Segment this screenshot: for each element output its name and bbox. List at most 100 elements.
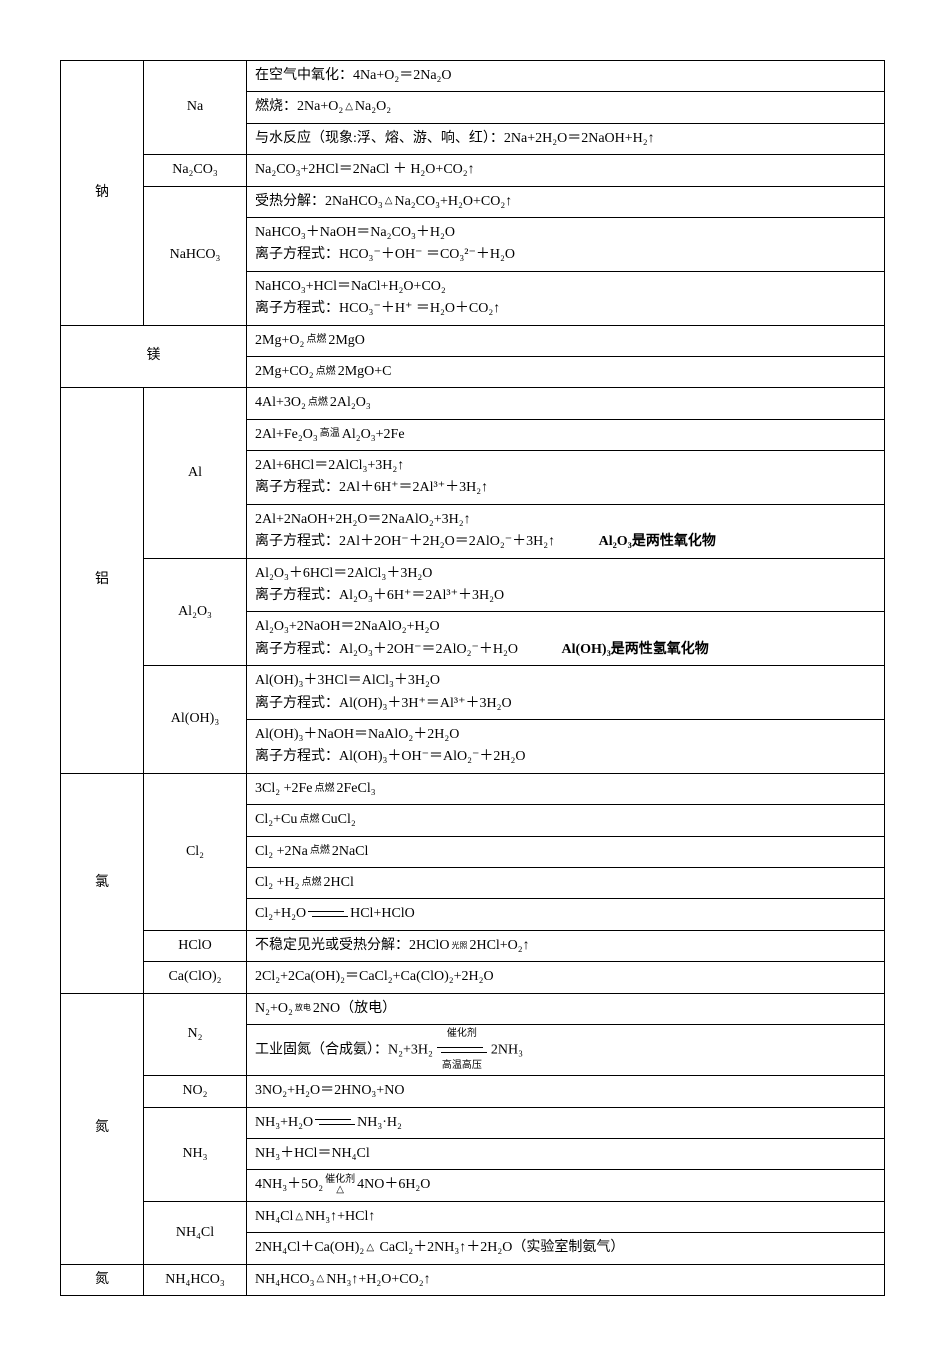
reaction-eq: Cl₂ +H₂ xyxy=(255,875,300,890)
condition-arrow-icon: 放电 xyxy=(295,1004,311,1012)
table-row: 氮 N₂ N₂+O₂放电2NO（放电） xyxy=(61,993,885,1024)
reaction-eq: NH₃↑+H₂O+CO₂↑ xyxy=(326,1272,430,1287)
reaction-eq: Al(OH)₃＋3HCl＝AlCl₃＋3H₂O xyxy=(255,673,440,688)
condition-arrow-icon: 点燃 xyxy=(306,335,326,345)
element-cell-al: 铝 xyxy=(61,388,144,773)
table-row: Na₂CO₃ Na₂CO₃+2HCl＝2NaCl ＋ H₂O+CO₂↑ xyxy=(61,155,885,186)
reaction-eq: 2Al＋6H⁺＝2Al³⁺＋3H₂↑ xyxy=(339,480,488,495)
reaction-eq: NH₃·H₂ xyxy=(357,1115,402,1130)
reaction-cell: 4Al+3O₂点燃2Al₂O₃ xyxy=(247,388,885,419)
reaction-eq: 2Na+2H₂O＝2NaOH+H₂↑ xyxy=(504,131,655,146)
reaction-cell: 2Al+2NaOH+2H₂O＝2NaAlO₂+3H₂↑ 离子方程式：2Al＋2O… xyxy=(247,504,885,558)
reaction-cell: 3Cl₂ +2Fe点燃2FeCl₃ xyxy=(247,773,885,804)
condition-arrow-icon: 点燃 xyxy=(310,846,330,856)
reaction-text: 燃烧： xyxy=(255,99,297,114)
reaction-cell: 在空气中氧化：4Na+O₂＝2Na₂O xyxy=(247,61,885,92)
reaction-eq: 3Cl₂ +2Fe xyxy=(255,781,313,796)
reaction-eq: Al₂O₃＋6HCl＝2AlCl₃＋3H₂O xyxy=(255,566,432,581)
table-row: NH₃ NH₃+H₂ONH₃·H₂ xyxy=(61,1107,885,1138)
compound-cell-cl2: Cl₂ xyxy=(144,773,247,930)
table-row: Al(OH)₃ Al(OH)₃＋3HCl＝AlCl₃＋3H₂O 离子方程式：Al… xyxy=(61,666,885,720)
reaction-eq: HCl+HClO xyxy=(350,906,415,921)
compound-cell-aloh3: Al(OH)₃ xyxy=(144,666,247,774)
compound-cell-nh3: NH₃ xyxy=(144,1107,247,1201)
reaction-cell: 2Mg+O₂点燃2MgO xyxy=(247,325,885,356)
condition-arrow-icon: 点燃 xyxy=(315,784,335,794)
table-row: 钠 Na 在空气中氧化：4Na+O₂＝2Na₂O xyxy=(61,61,885,92)
reaction-cell: Cl₂+Cu点燃CuCl₂ xyxy=(247,805,885,836)
table-row: 镁 2Mg+O₂点燃2MgO xyxy=(61,325,885,356)
reaction-eq: NH₄Cl xyxy=(255,1209,293,1224)
reaction-cell: 2Al+6HCl＝2AlCl₃+3H₂↑ 离子方程式：2Al＋6H⁺＝2Al³⁺… xyxy=(247,451,885,505)
reaction-cell: NH₃+H₂O NH₃·H₂ xyxy=(247,1107,885,1138)
condition-arrow-icon: 催化剂△ xyxy=(325,1175,355,1195)
reaction-eq: 2Al＋2OH⁻＋2H₂O＝2AlO₂⁻＋3H₂↑ xyxy=(339,534,555,549)
table-row: 氮 NH₄HCO₃ NH₄HCO₃△NH₃↑+H₂O+CO₂↑ xyxy=(61,1264,885,1295)
reaction-cell: 受热分解：2NaHCO₃△Na₂CO₃+H₂O+CO₂↑ xyxy=(247,186,885,217)
condition-arrow-icon: 催化剂高温高压 xyxy=(435,1029,489,1071)
note-text: Al(OH)₃是两性氢氧化物 xyxy=(561,639,708,661)
reaction-eq: NaHCO₃＋NaOH＝Na₂CO₃＋H₂O xyxy=(255,225,455,240)
reaction-eq: 4Al+3O₂ xyxy=(255,395,306,410)
reaction-cell: 2Mg+CO₂点燃2MgO+C xyxy=(247,356,885,387)
element-cell-n: 氮 xyxy=(61,993,144,1264)
element-cell-cl: 氯 xyxy=(61,773,144,993)
reaction-text: 离子方程式： xyxy=(255,749,339,764)
reaction-cell: Al₂O₃+2NaOH＝2NaAlO₂+H₂O 离子方程式：Al₂O₃＋2OH⁻… xyxy=(247,612,885,666)
reaction-eq: N₂+3H₂ xyxy=(388,1042,433,1057)
reaction-eq: 2Al+2NaOH+2H₂O＝2NaAlO₂+3H₂↑ xyxy=(255,512,471,527)
reaction-cell: 3NO₂+H₂O＝2HNO₃+NO xyxy=(247,1076,885,1107)
table-row: NH₄Cl NH₄Cl△NH₃↑+HCl↑ xyxy=(61,1201,885,1232)
compound-cell-nahco3: NaHCO₃ xyxy=(144,186,247,325)
element-cell-na: 钠 xyxy=(61,61,144,326)
compound-cell-na2co3: Na₂CO₃ xyxy=(144,155,247,186)
reaction-cell: Al(OH)₃＋3HCl＝AlCl₃＋3H₂O 离子方程式：Al(OH)₃＋3H… xyxy=(247,666,885,720)
table-row: Al₂O₃ Al₂O₃＋6HCl＝2AlCl₃＋3H₂O 离子方程式：Al₂O₃… xyxy=(61,558,885,612)
reaction-cell: NaHCO₃＋NaOH＝Na₂CO₃＋H₂O 离子方程式：HCO₃⁻＋OH⁻ ＝… xyxy=(247,217,885,271)
reaction-cell: 4NH₃＋5O₂催化剂△4NO＋6H₂O xyxy=(247,1170,885,1201)
reaction-text: 离子方程式： xyxy=(255,301,339,316)
reaction-text: 离子方程式： xyxy=(255,247,339,262)
reaction-cell: NaHCO₃+HCl＝NaCl+H₂O+CO₂ 离子方程式：HCO₃⁻＋H⁺ ＝… xyxy=(247,271,885,325)
reaction-eq: NaHCO₃+HCl＝NaCl+H₂O+CO₂ xyxy=(255,279,446,294)
condition-arrow-icon: △ xyxy=(366,1243,374,1253)
reaction-eq: 2FeCl₃ xyxy=(337,781,376,796)
reversible-arrow-icon xyxy=(315,1116,355,1128)
reaction-cell: 不稳定见光或受热分解：2HClO光照2HCl+O₂↑ xyxy=(247,930,885,961)
reaction-cell: Al₂O₃＋6HCl＝2AlCl₃＋3H₂O 离子方程式：Al₂O₃＋6H⁺＝2… xyxy=(247,558,885,612)
reaction-eq: N₂+O₂ xyxy=(255,1001,293,1016)
reaction-eq: Al₂O₃+2Fe xyxy=(342,427,405,442)
table-row: HClO 不稳定见光或受热分解：2HClO光照2HCl+O₂↑ xyxy=(61,930,885,961)
reaction-eq: HCO₃⁻＋OH⁻ ＝CO₃²⁻＋H₂O xyxy=(339,247,515,262)
reaction-eq: HCO₃⁻＋H⁺ ＝H₂O＋CO₂↑ xyxy=(339,301,500,316)
reaction-cell: Cl₂+H₂OHCl+HClO xyxy=(247,899,885,930)
reaction-cell: 2NH₄Cl＋Ca(OH)₂△ CaCl₂＋2NH₃↑＋2H₂O（实验室制氨气） xyxy=(247,1233,885,1264)
compound-cell-nh4cl: NH₄Cl xyxy=(144,1201,247,1264)
reaction-eq: NH₃＋HCl＝NH₄Cl xyxy=(255,1146,370,1161)
reaction-eq: NH₃+H₂O xyxy=(255,1115,313,1130)
reaction-eq: 2NH₄Cl＋Ca(OH)₂ xyxy=(255,1240,364,1255)
reaction-eq: 2HCl+O₂↑ xyxy=(469,938,529,953)
reaction-eq: 2Na+O₂ xyxy=(297,99,343,114)
reaction-text: 工业固氮（合成氨）： xyxy=(255,1042,388,1057)
reaction-eq: 2NaCl xyxy=(332,844,369,859)
reaction-cell: NH₄HCO₃△NH₃↑+H₂O+CO₂↑ xyxy=(247,1264,885,1295)
reaction-eq: 3NO₂+H₂O＝2HNO₃+NO xyxy=(255,1083,404,1098)
reaction-cell: Na₂CO₃+2HCl＝2NaCl ＋ H₂O+CO₂↑ xyxy=(247,155,885,186)
reaction-eq: 2Al+6HCl＝2AlCl₃+3H₂↑ xyxy=(255,458,404,473)
reaction-eq: 2HCl xyxy=(324,875,354,890)
reaction-text: 离子方程式： xyxy=(255,480,339,495)
reaction-cell: NH₃＋HCl＝NH₄Cl xyxy=(247,1139,885,1170)
table-row: NaHCO₃ 受热分解：2NaHCO₃△Na₂CO₃+H₂O+CO₂↑ xyxy=(61,186,885,217)
reaction-text: 不稳定见光或受热分解： xyxy=(255,938,409,953)
condition-arrow-icon: △ xyxy=(317,1274,325,1284)
reaction-cell: Al(OH)₃＋NaOH＝NaAlO₂＋2H₂O 离子方程式：Al(OH)₃＋O… xyxy=(247,719,885,773)
condition-arrow-icon: 点燃 xyxy=(308,398,328,408)
reaction-text: 与水反应（现象:浮、熔、游、响、红）： xyxy=(255,131,504,146)
reaction-cell: N₂+O₂放电2NO（放电） xyxy=(247,993,885,1024)
reaction-cell: Cl₂ +2Na点燃2NaCl xyxy=(247,836,885,867)
table-row: NO₂ 3NO₂+H₂O＝2HNO₃+NO xyxy=(61,1076,885,1107)
reaction-text: 受热分解： xyxy=(255,194,325,209)
compound-cell-caclo2: Ca(ClO)₂ xyxy=(144,962,247,993)
compound-cell-hclo: HClO xyxy=(144,930,247,961)
